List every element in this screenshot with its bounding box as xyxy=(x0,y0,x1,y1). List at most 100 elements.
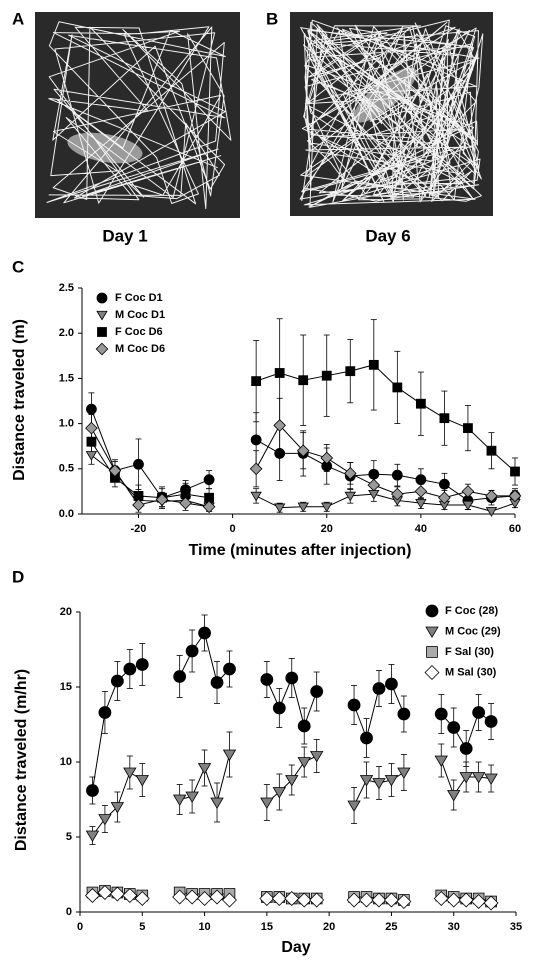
marker xyxy=(198,626,211,640)
marker xyxy=(439,478,450,490)
x-tick-label: -20 xyxy=(131,523,147,535)
y-axis-label: Distance traveled (m) xyxy=(11,319,28,481)
legend-marker xyxy=(424,665,440,680)
marker xyxy=(447,721,461,734)
marker xyxy=(122,888,138,903)
marker xyxy=(260,673,274,686)
legend-marker xyxy=(96,310,108,321)
marker xyxy=(285,671,299,685)
image-caption: Day 6 xyxy=(365,226,410,245)
legend-marker xyxy=(426,646,438,658)
marker xyxy=(434,707,448,721)
marker xyxy=(298,375,309,386)
marker xyxy=(134,891,150,906)
marker xyxy=(434,755,448,767)
marker xyxy=(285,775,299,787)
marker xyxy=(179,496,192,510)
marker xyxy=(135,775,149,787)
panel-label: D xyxy=(12,567,24,586)
marker xyxy=(185,791,199,803)
x-tick-label: 10 xyxy=(198,921,210,933)
track xyxy=(46,21,232,210)
x-axis-label: Time (minutes after injection) xyxy=(189,542,412,559)
x-tick-label: 15 xyxy=(261,921,273,933)
y-tick-label: 2.0 xyxy=(59,327,74,339)
marker xyxy=(203,474,215,486)
marker xyxy=(372,682,386,695)
x-tick-label: 0 xyxy=(230,523,236,535)
marker xyxy=(347,800,361,812)
y-tick-label: 2.5 xyxy=(59,282,74,294)
marker xyxy=(272,701,286,715)
marker xyxy=(309,892,325,908)
marker xyxy=(109,886,125,902)
y-tick-label: 15 xyxy=(60,681,72,693)
marker xyxy=(98,706,112,719)
marker xyxy=(360,731,373,745)
marker xyxy=(459,742,473,755)
marker xyxy=(486,445,497,456)
marker xyxy=(343,467,357,480)
marker xyxy=(368,359,379,370)
y-tick-label: 10 xyxy=(60,756,72,768)
track xyxy=(299,19,484,208)
marker xyxy=(485,507,498,517)
marker xyxy=(385,677,398,691)
marker xyxy=(346,892,362,908)
marker xyxy=(132,498,145,512)
marker xyxy=(210,676,224,689)
marker xyxy=(415,398,426,409)
marker xyxy=(197,891,213,906)
legend-label: F Sal (30) xyxy=(445,646,494,658)
marker xyxy=(397,767,411,779)
y-tick-label: 1.0 xyxy=(59,418,74,430)
y-tick-label: 1.5 xyxy=(59,372,74,384)
legend-label: F Coc (28) xyxy=(445,605,499,617)
marker xyxy=(250,434,262,446)
marker xyxy=(272,787,287,799)
marker xyxy=(510,466,520,477)
marker xyxy=(86,436,97,447)
marker xyxy=(392,382,403,393)
marker xyxy=(273,419,286,432)
marker xyxy=(367,478,381,492)
y-tick-label: 0.5 xyxy=(59,463,74,475)
marker xyxy=(86,784,99,797)
marker xyxy=(184,889,200,905)
marker xyxy=(108,464,122,477)
x-tick-label: 20 xyxy=(323,921,335,933)
marker xyxy=(296,892,312,908)
marker xyxy=(433,891,449,906)
marker xyxy=(359,892,374,908)
marker xyxy=(415,499,427,509)
marker xyxy=(85,830,100,842)
legend-label: M Coc D1 xyxy=(115,309,165,321)
marker xyxy=(209,889,225,905)
y-tick-label: 0.0 xyxy=(59,508,74,520)
marker xyxy=(123,767,137,779)
marker xyxy=(462,500,474,511)
marker xyxy=(484,715,498,728)
marker xyxy=(85,421,98,435)
legend-label: M Coc (29) xyxy=(445,625,501,637)
marker xyxy=(133,458,144,470)
marker xyxy=(321,370,332,381)
marker xyxy=(359,775,374,787)
legend-label: F Coc D6 xyxy=(115,326,163,338)
tracks xyxy=(46,19,484,210)
marker xyxy=(222,892,237,908)
x-tick-label: 40 xyxy=(415,523,427,535)
marker xyxy=(110,674,124,688)
x-tick-label: 35 xyxy=(510,921,522,933)
marker xyxy=(347,698,361,712)
marker xyxy=(185,644,199,658)
marker xyxy=(438,491,451,505)
marker xyxy=(483,895,499,911)
image-caption: Day 1 xyxy=(102,226,147,245)
marker xyxy=(508,489,522,503)
marker xyxy=(459,772,473,784)
marker xyxy=(274,368,285,378)
marker xyxy=(344,491,356,502)
x-axis-label: Day xyxy=(281,939,310,956)
